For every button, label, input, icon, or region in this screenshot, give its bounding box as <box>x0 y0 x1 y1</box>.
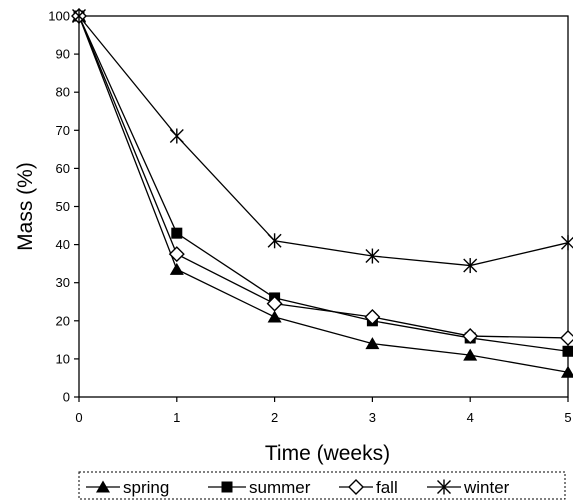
data-point-winter <box>561 235 573 251</box>
data-point-spring <box>463 348 478 361</box>
y-tick-label: 70 <box>56 123 70 138</box>
legend-marker-summer <box>221 481 233 493</box>
x-tick-label: 0 <box>75 410 82 425</box>
y-tick-label: 0 <box>63 390 70 405</box>
legend-label: fall <box>376 478 398 497</box>
legend-marker-fall <box>348 479 364 495</box>
x-tick-label: 4 <box>467 410 474 425</box>
y-tick-label: 90 <box>56 47 70 62</box>
data-point-fall <box>168 246 185 263</box>
data-point-winter <box>267 233 282 249</box>
y-tick-label: 80 <box>56 85 70 100</box>
data-point-winter <box>72 8 86 24</box>
x-axis: 0 1 2 3 4 5 <box>75 397 572 425</box>
data-point-winter <box>365 248 380 264</box>
plot-area: 0 10 20 30 40 50 60 70 80 90 100 0 1 2 3 4 5 <box>48 8 573 425</box>
y-tick-label: 20 <box>56 313 70 328</box>
series-line-winter <box>78 15 569 267</box>
legend-marker-spring <box>96 480 110 493</box>
series-line-fall <box>78 15 569 339</box>
series-line-spring <box>78 15 569 373</box>
legend-label: winter <box>463 478 510 497</box>
data-point-fall <box>462 328 479 345</box>
y-tick-label: 60 <box>56 161 70 176</box>
legend: spring summer fall winter <box>78 471 566 500</box>
series-lines <box>78 15 569 373</box>
legend-label: spring <box>123 478 169 497</box>
y-tick-label: 30 <box>56 275 70 290</box>
legend-item-spring: spring <box>86 478 169 497</box>
data-point-fall <box>266 295 283 312</box>
data-point-summer <box>171 227 183 239</box>
y-axis: 0 10 20 30 40 50 60 70 80 90 100 <box>48 9 79 405</box>
legend-label: summer <box>249 478 311 497</box>
data-point-fall <box>560 329 573 346</box>
legend-item-fall: fall <box>339 478 398 497</box>
data-point-winter <box>169 128 184 144</box>
legend-box <box>78 471 566 500</box>
legend-marker-winter <box>437 479 451 495</box>
y-tick-label: 10 <box>56 351 70 366</box>
legend-item-winter: winter <box>427 478 510 497</box>
x-tick-label: 1 <box>173 410 180 425</box>
x-axis-title: Time (weeks) <box>265 442 390 465</box>
y-tick-label: 50 <box>56 199 70 214</box>
y-tick-label: 40 <box>56 237 70 252</box>
y-axis-title: Mass (%) <box>14 162 37 251</box>
legend-item-summer: summer <box>208 478 311 497</box>
series-layer <box>71 8 573 378</box>
y-tick-label: 100 <box>48 9 70 24</box>
data-point-spring <box>365 337 380 350</box>
series-line-summer <box>78 15 569 352</box>
x-tick-label: 5 <box>564 410 571 425</box>
data-point-winter <box>463 258 478 274</box>
data-point-spring <box>267 310 282 323</box>
x-tick-label: 2 <box>271 410 278 425</box>
x-tick-label: 3 <box>369 410 376 425</box>
data-point-spring <box>561 365 573 378</box>
series-markers <box>71 8 573 378</box>
data-point-spring <box>169 262 184 275</box>
data-point-summer <box>562 345 573 357</box>
data-point-fall <box>364 309 381 325</box>
